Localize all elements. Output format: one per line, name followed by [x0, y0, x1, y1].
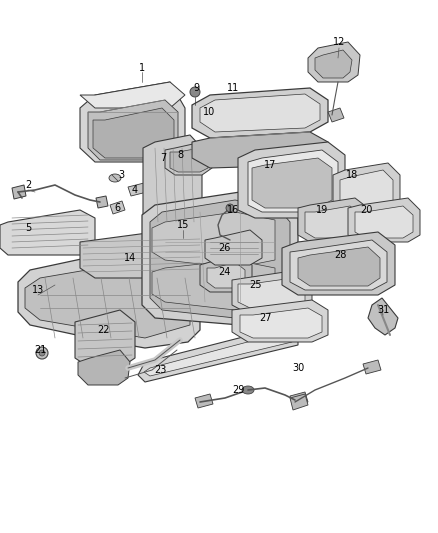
Polygon shape [363, 360, 381, 374]
Text: 31: 31 [377, 305, 389, 315]
Polygon shape [205, 230, 262, 265]
Polygon shape [192, 132, 328, 168]
Text: 16: 16 [227, 205, 239, 215]
Text: 21: 21 [34, 345, 46, 355]
Polygon shape [240, 308, 322, 338]
Polygon shape [282, 232, 395, 295]
Polygon shape [328, 108, 344, 122]
Text: 12: 12 [333, 37, 345, 47]
Polygon shape [170, 148, 208, 172]
Text: 25: 25 [250, 280, 262, 290]
Polygon shape [0, 210, 95, 255]
Ellipse shape [36, 347, 48, 359]
Ellipse shape [39, 350, 45, 356]
Polygon shape [150, 200, 290, 318]
Polygon shape [143, 135, 202, 222]
Text: 4: 4 [132, 185, 138, 195]
Polygon shape [232, 270, 312, 312]
Ellipse shape [190, 87, 200, 97]
Polygon shape [200, 94, 320, 132]
Polygon shape [165, 142, 212, 175]
Polygon shape [248, 150, 338, 212]
Ellipse shape [242, 386, 254, 394]
Polygon shape [305, 206, 362, 238]
Polygon shape [315, 50, 352, 78]
Polygon shape [152, 212, 275, 268]
Polygon shape [348, 198, 420, 242]
Text: 23: 23 [154, 365, 166, 375]
Text: 18: 18 [346, 170, 358, 180]
Polygon shape [298, 198, 368, 242]
Polygon shape [290, 394, 308, 410]
Polygon shape [128, 183, 147, 196]
Text: 10: 10 [203, 107, 215, 117]
Polygon shape [80, 82, 185, 108]
Polygon shape [232, 300, 328, 342]
Text: 27: 27 [259, 313, 271, 323]
Polygon shape [308, 42, 360, 82]
Polygon shape [144, 332, 292, 376]
Text: 28: 28 [334, 250, 346, 260]
Text: 7: 7 [160, 153, 166, 163]
Text: 1: 1 [139, 63, 145, 73]
Text: 22: 22 [97, 325, 109, 335]
Polygon shape [75, 310, 135, 368]
Text: 6: 6 [114, 203, 120, 213]
Text: 3: 3 [118, 170, 124, 180]
Ellipse shape [109, 174, 121, 182]
Polygon shape [80, 82, 185, 162]
Polygon shape [138, 325, 298, 382]
Polygon shape [340, 170, 393, 208]
Text: 24: 24 [218, 267, 230, 277]
Polygon shape [88, 100, 178, 160]
Text: 30: 30 [292, 363, 304, 373]
Text: 11: 11 [227, 83, 239, 93]
Polygon shape [200, 255, 252, 292]
Ellipse shape [226, 204, 234, 212]
Text: 2: 2 [25, 180, 31, 190]
Text: 13: 13 [32, 285, 44, 295]
Polygon shape [355, 206, 413, 238]
Polygon shape [368, 298, 398, 335]
Polygon shape [202, 105, 220, 121]
Polygon shape [12, 185, 26, 199]
Polygon shape [96, 196, 108, 208]
Text: 17: 17 [264, 160, 276, 170]
Polygon shape [93, 108, 174, 158]
Polygon shape [238, 278, 305, 308]
Polygon shape [207, 262, 245, 288]
Text: 14: 14 [124, 253, 136, 263]
Polygon shape [152, 260, 275, 310]
Text: 26: 26 [218, 243, 230, 253]
Text: 29: 29 [232, 385, 244, 395]
Polygon shape [192, 88, 328, 138]
Polygon shape [252, 158, 332, 208]
Text: 5: 5 [25, 223, 31, 233]
Text: 8: 8 [177, 150, 183, 160]
Polygon shape [25, 260, 190, 338]
Text: 19: 19 [316, 205, 328, 215]
Polygon shape [298, 247, 380, 286]
Polygon shape [290, 392, 308, 406]
Polygon shape [78, 350, 130, 385]
Polygon shape [195, 394, 213, 408]
Polygon shape [333, 163, 400, 212]
Text: 15: 15 [177, 220, 189, 230]
Polygon shape [80, 228, 202, 278]
Polygon shape [142, 192, 298, 325]
Polygon shape [290, 240, 387, 290]
Polygon shape [110, 201, 125, 214]
Polygon shape [18, 248, 200, 348]
Text: 9: 9 [193, 83, 199, 93]
Text: 20: 20 [360, 205, 372, 215]
Polygon shape [238, 142, 345, 218]
